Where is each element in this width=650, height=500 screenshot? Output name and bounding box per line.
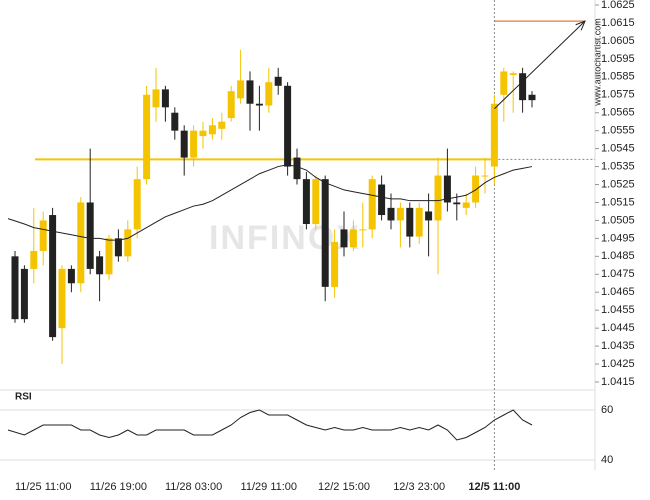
candle-body <box>396 207 404 221</box>
candle-body <box>124 229 132 257</box>
candle-body <box>331 241 339 287</box>
candle-body <box>519 73 527 101</box>
rsi-tick-label: 60 <box>601 404 613 416</box>
candle-body <box>434 175 442 221</box>
candle-body <box>406 207 414 237</box>
y-tick-label: 1.0515 <box>601 196 635 208</box>
x-tick-label: 11/25 11:00 <box>15 481 71 493</box>
candle-body <box>30 250 38 269</box>
y-tick-label: 1.0465 <box>601 286 635 298</box>
candle-body <box>58 268 66 329</box>
candle-body <box>152 89 160 108</box>
candle-body <box>293 157 301 180</box>
y-tick-label: 1.0565 <box>601 107 635 119</box>
candle-body <box>368 179 376 230</box>
candle-body <box>443 175 451 203</box>
y-tick-label: 1.0585 <box>601 71 635 83</box>
x-tick-label: 11/28 03:00 <box>165 481 222 493</box>
candle-body <box>218 121 226 129</box>
y-tick-label: 1.0455 <box>601 304 635 316</box>
candle-body <box>208 125 216 135</box>
candle-body <box>490 103 498 167</box>
candle-body <box>39 220 47 251</box>
candle-body <box>77 202 85 284</box>
candle-body <box>133 179 141 230</box>
candle-body <box>359 229 367 231</box>
candle-body <box>509 73 517 76</box>
candle-body <box>67 268 75 284</box>
rsi-line <box>7 409 533 441</box>
y-tick-label: 1.0505 <box>601 214 635 226</box>
candle-body <box>284 85 292 167</box>
candle-body <box>274 76 282 86</box>
y-tick-label: 1.0605 <box>601 35 635 47</box>
candle-body <box>415 207 423 237</box>
moving-average <box>7 164 533 241</box>
candle-body <box>171 112 179 131</box>
y-tick-label: 1.0595 <box>601 53 635 65</box>
y-tick-label: 1.0525 <box>601 178 635 190</box>
y-tick-label: 1.0435 <box>601 340 635 352</box>
candle-body <box>96 256 104 275</box>
y-tick-label: 1.0475 <box>601 268 635 280</box>
candle-body <box>199 130 207 137</box>
candle-body <box>143 94 151 180</box>
y-tick-label: 1.0535 <box>601 160 635 172</box>
candle-body <box>105 238 113 275</box>
candle-body <box>481 175 489 177</box>
candle-body <box>340 229 348 248</box>
candle-body <box>86 202 94 269</box>
candle-body <box>462 202 470 208</box>
candle-body <box>265 82 273 106</box>
candle-body <box>387 207 395 221</box>
y-tick-label: 1.0485 <box>601 250 635 262</box>
y-tick-label: 1.0575 <box>601 89 635 101</box>
x-tick-label: 11/29 11:00 <box>241 481 297 493</box>
y-tick-label: 1.0615 <box>601 17 635 29</box>
candle-body <box>321 179 329 287</box>
candle-body <box>255 103 263 106</box>
candle-body <box>114 238 122 257</box>
x-tick-label: 12/5 11:00 <box>468 481 520 493</box>
candle-body <box>246 80 254 104</box>
candle-body <box>11 256 19 320</box>
rsi-tick-label: 40 <box>601 454 613 466</box>
candle-body <box>237 80 245 99</box>
y-tick-label: 1.0545 <box>601 143 635 155</box>
candle-body <box>378 184 386 216</box>
arrow-head <box>575 20 586 31</box>
x-tick-label: 12/2 15:00 <box>318 481 370 493</box>
y-tick-label: 1.0495 <box>601 232 635 244</box>
candle-body <box>349 229 357 248</box>
y-tick-label: 1.0415 <box>601 376 635 388</box>
projection-arrow <box>494 20 586 110</box>
y-tick-label: 1.0425 <box>601 358 635 370</box>
candle-body <box>161 89 169 108</box>
y-tick-label: 1.0445 <box>601 322 635 334</box>
candle-body <box>472 175 480 203</box>
rsi-label: RSI <box>15 392 32 403</box>
candle-body <box>302 179 310 225</box>
candle-body <box>312 179 320 225</box>
candle-body <box>49 215 57 338</box>
candle-body <box>425 211 433 221</box>
y-tick-label: 1.0555 <box>601 125 635 137</box>
source: www.autochartist.com <box>592 18 602 107</box>
candle-body <box>227 91 235 119</box>
candle-body <box>20 268 28 320</box>
x-tick-label: 12/3 23:00 <box>393 481 445 493</box>
candle-body <box>180 130 188 158</box>
candle-body <box>190 130 198 158</box>
candle-body <box>453 202 461 205</box>
y-tick-label: 1.0625 <box>601 0 635 11</box>
watermark: INFINOX <box>209 219 361 257</box>
candle-body <box>528 94 536 101</box>
x-tick-label: 11/26 19:00 <box>90 481 147 493</box>
candle-body <box>500 71 508 95</box>
